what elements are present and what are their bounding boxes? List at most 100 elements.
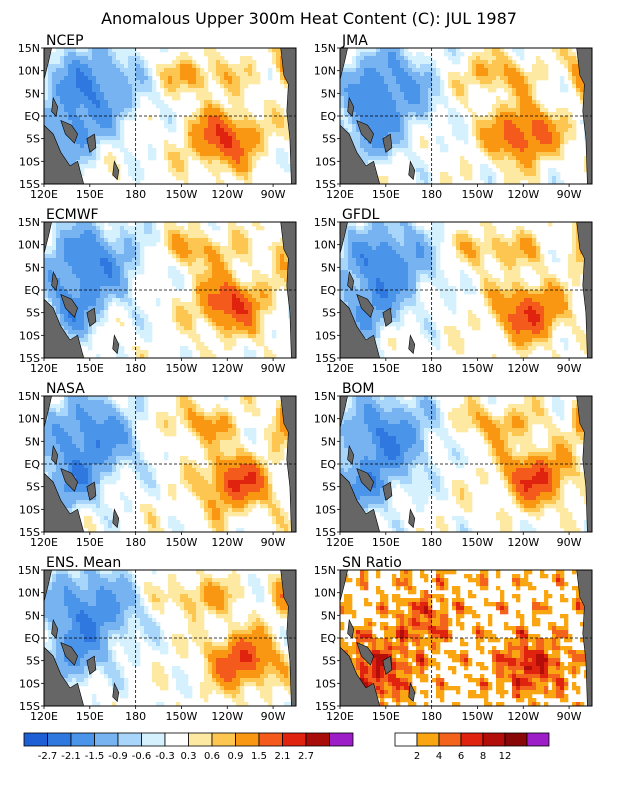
- field-cell: [236, 294, 241, 299]
- field-cell: [400, 64, 405, 69]
- field-cell: [248, 258, 253, 263]
- field-cell: [360, 136, 365, 141]
- field-cell: [516, 64, 521, 69]
- field-cell: [516, 48, 521, 53]
- field-cell: [368, 238, 373, 243]
- field-cell: [56, 132, 61, 137]
- field-cell: [284, 168, 289, 173]
- field-cell: [572, 124, 577, 129]
- field-cell: [472, 120, 477, 125]
- field-cell: [572, 80, 577, 85]
- field-cell: [364, 246, 369, 251]
- field-cell: [216, 246, 221, 251]
- field-cell: [228, 160, 233, 165]
- field-cell: [404, 56, 409, 61]
- field-cell: [360, 120, 365, 125]
- field-cell: [136, 168, 141, 173]
- field-cell: [104, 298, 109, 303]
- field-cell: [80, 338, 85, 343]
- field-cell: [564, 124, 569, 129]
- field-cell: [392, 270, 397, 275]
- field-cell: [412, 60, 417, 65]
- field-cell: [348, 270, 353, 275]
- field-cell: [392, 152, 397, 157]
- field-cell: [248, 318, 253, 323]
- field-cell: [132, 310, 137, 315]
- field-cell: [388, 270, 393, 275]
- field-cell: [408, 56, 413, 61]
- field-cell: [560, 140, 565, 145]
- field-cell: [372, 68, 377, 73]
- field-cell: [92, 274, 97, 279]
- field-cell: [188, 330, 193, 335]
- field-cell: [532, 92, 537, 97]
- field-cell: [360, 68, 365, 73]
- field-cell: [384, 270, 389, 275]
- field-cell: [344, 76, 349, 81]
- field-cell: [68, 226, 73, 231]
- field-cell: [56, 278, 61, 283]
- field-cell: [260, 226, 265, 231]
- field-cell: [196, 338, 201, 343]
- field-cell: [176, 314, 181, 319]
- field-cell: [488, 112, 493, 117]
- field-cell: [204, 282, 209, 287]
- field-cell: [76, 80, 81, 85]
- field-cell: [172, 298, 177, 303]
- field-cell: [392, 96, 397, 101]
- field-cell: [404, 310, 409, 315]
- field-cell: [60, 290, 65, 295]
- field-cell: [352, 88, 357, 93]
- field-cell: [260, 318, 265, 323]
- field-cell: [380, 254, 385, 259]
- field-cell: [168, 222, 173, 227]
- field-cell: [228, 152, 233, 157]
- field-cell: [404, 148, 409, 153]
- field-cell: [444, 100, 449, 105]
- field-cell: [260, 144, 265, 149]
- field-cell: [144, 326, 149, 331]
- field-cell: [224, 274, 229, 279]
- field-cell: [232, 64, 237, 69]
- field-cell: [228, 108, 233, 113]
- field-cell: [236, 238, 241, 243]
- field-cell: [232, 290, 237, 295]
- field-cell: [140, 60, 145, 65]
- field-cell: [176, 226, 181, 231]
- field-cell: [396, 266, 401, 271]
- field-cell: [176, 76, 181, 81]
- field-cell: [60, 254, 65, 259]
- field-cell: [184, 156, 189, 161]
- field-cell: [572, 132, 577, 137]
- field-cell: [356, 290, 361, 295]
- field-cell: [532, 140, 537, 145]
- field-cell: [124, 72, 129, 77]
- field-cell: [132, 80, 137, 85]
- field-cell: [84, 222, 89, 227]
- field-cell: [408, 302, 413, 307]
- field-cell: [384, 112, 389, 117]
- field-cell: [348, 250, 353, 255]
- field-cell: [240, 80, 245, 85]
- field-cell: [356, 76, 361, 81]
- field-cell: [88, 222, 93, 227]
- field-cell: [48, 128, 53, 133]
- field-cell: [500, 136, 505, 141]
- field-cell: [516, 68, 521, 73]
- field-cell: [244, 290, 249, 295]
- field-cell: [496, 112, 501, 117]
- field-cell: [48, 60, 53, 65]
- field-cell: [432, 72, 437, 77]
- field-cell: [392, 136, 397, 141]
- field-cell: [468, 164, 473, 169]
- field-cell: [124, 306, 129, 311]
- field-cell: [456, 48, 461, 53]
- field-cell: [348, 242, 353, 247]
- field-cell: [564, 140, 569, 145]
- field-cell: [72, 92, 77, 97]
- field-cell: [184, 254, 189, 259]
- field-cell: [100, 222, 105, 227]
- field-cell: [244, 238, 249, 243]
- field-cell: [404, 60, 409, 65]
- field-cell: [416, 112, 421, 117]
